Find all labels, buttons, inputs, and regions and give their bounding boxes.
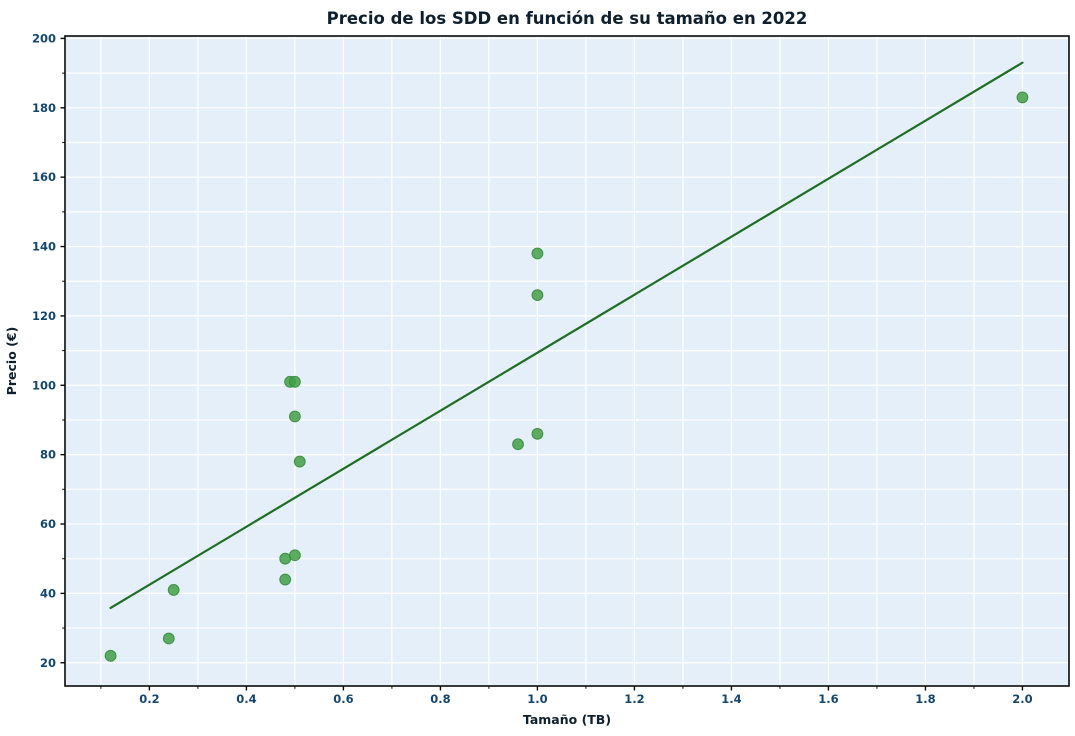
data-point [531,289,544,301]
chart-title: Precio de los SDD en función de su tamañ… [327,9,808,28]
tick-label-y: 40 [40,586,56,600]
data-point [531,427,544,440]
tick-label-y: 60 [40,517,56,531]
y-axis-label: Precio (€) [4,327,19,396]
x-axis-label: Tamaño (TB) [523,712,611,727]
tick-label-y: 180 [32,101,56,115]
tick-label-x: 1.8 [915,692,935,706]
data-point [1016,91,1029,104]
data-point [279,552,292,565]
data-point [279,573,292,586]
data-point [289,549,301,562]
data-point [167,584,180,596]
tick-label-x: 0.2 [139,692,159,706]
trend-line [109,61,1024,610]
data-point [531,247,544,260]
tick-label-x: 1.0 [527,692,547,706]
tick-label-y: 140 [32,240,56,254]
tick-label-x: 2.0 [1012,692,1032,706]
tick-label-x: 1.2 [624,692,644,706]
tick-label-y: 160 [32,170,56,184]
tick-label-x: 0.4 [236,692,256,706]
tick-label-x: 1.6 [818,692,838,706]
grid-lines [65,36,1069,686]
data-point [162,632,175,645]
tick-label-y: 200 [32,31,56,45]
data-point [512,438,524,451]
tick-label-y: 20 [40,656,56,670]
tick-label-y: 100 [32,378,56,392]
data-point [293,455,306,468]
data-point [104,649,117,662]
axes-spines [64,35,1070,687]
tick-labels: 0.2 0.4 0.6 0.8 1.0 1.2 1.4 1.6 1.8 2.0 20 40 60 80 10… [32,31,1033,706]
data-point [289,375,301,388]
tick-label-x: 0.8 [430,692,450,706]
plot-background [65,36,1069,686]
data-series [104,61,1029,662]
tick-label-x: 0.6 [333,692,353,706]
data-point [289,410,301,423]
tick-label-x: 1.4 [721,692,741,706]
tick-label-y: 120 [32,309,56,323]
tick-label-y: 80 [40,448,56,462]
